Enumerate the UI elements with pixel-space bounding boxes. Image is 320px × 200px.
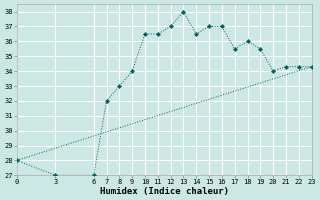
X-axis label: Humidex (Indice chaleur): Humidex (Indice chaleur): [100, 187, 229, 196]
